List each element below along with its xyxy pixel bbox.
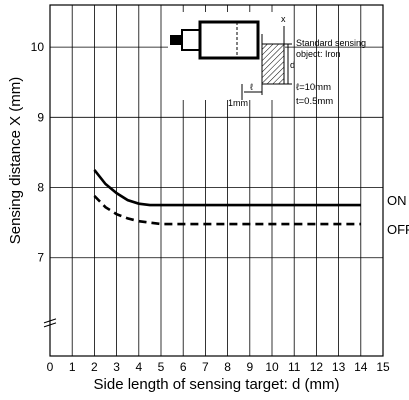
series-label-off: OFF xyxy=(387,222,409,237)
series-lines xyxy=(93,169,361,226)
target-plate-icon xyxy=(261,43,285,85)
y-tick-label: 9 xyxy=(37,110,44,124)
y-tick-label: 7 xyxy=(37,251,44,265)
inset-spec-l: ℓ=10mm xyxy=(296,82,331,93)
series-labels: ON OFF xyxy=(387,193,409,237)
x-tick-label: 3 xyxy=(113,360,120,374)
x-tick-label: 4 xyxy=(135,360,142,374)
x-tick-label: 11 xyxy=(288,360,301,374)
series-line-off xyxy=(93,195,361,226)
x-tick-label: 7 xyxy=(202,360,209,374)
y-tick-labels: 7 8 9 10 xyxy=(31,40,45,265)
y-tick-label: 10 xyxy=(31,40,45,54)
sensor-target-inset: x d ℓ 1mm Standard sensing object: Iron … xyxy=(168,12,366,108)
x-tick-label: 9 xyxy=(246,360,253,374)
inset-spec-t: t=0.5mm xyxy=(296,96,333,107)
x-tick-label: 8 xyxy=(224,360,231,374)
axis-break-mark xyxy=(43,318,57,324)
x-tick-label: 5 xyxy=(158,360,165,374)
x-tick-label: 1 xyxy=(69,360,76,374)
y-axis-label: Sensing distance X (mm) xyxy=(7,77,24,245)
series-line-on xyxy=(93,169,361,207)
x-tick-label: 6 xyxy=(180,360,187,374)
x-tick-label: 10 xyxy=(265,360,279,374)
x-tick-label: 13 xyxy=(332,360,346,374)
series-label-on: ON xyxy=(387,193,407,208)
x-tick-label: 0 xyxy=(47,360,54,374)
inset-label-d: d xyxy=(290,60,295,70)
x-tick-label: 15 xyxy=(376,360,390,374)
x-tick-label: 2 xyxy=(91,360,98,374)
y-tick-label: 8 xyxy=(37,181,44,195)
x-tick-labels: 0 1 2 3 4 5 6 7 8 9 10 11 12 13 14 15 xyxy=(47,360,390,374)
y-axis-break xyxy=(43,318,57,328)
plot-frame xyxy=(49,4,384,357)
x-axis-label: Side length of sensing target: d (mm) xyxy=(94,376,340,393)
sensor-body-icon xyxy=(198,20,260,60)
x-tick-label: 12 xyxy=(310,360,324,374)
inset-label-l: ℓ xyxy=(250,82,254,92)
x-tick-label: 14 xyxy=(354,360,368,374)
inset-object-line1: Standard sensing xyxy=(296,38,366,48)
axis-break-mark xyxy=(43,322,57,328)
inset-label-1mm: 1mm xyxy=(228,98,248,108)
inset-object-line2: object: Iron xyxy=(296,49,341,59)
sensor-cable-icon xyxy=(170,35,182,45)
inset-label-x: x xyxy=(281,14,286,24)
